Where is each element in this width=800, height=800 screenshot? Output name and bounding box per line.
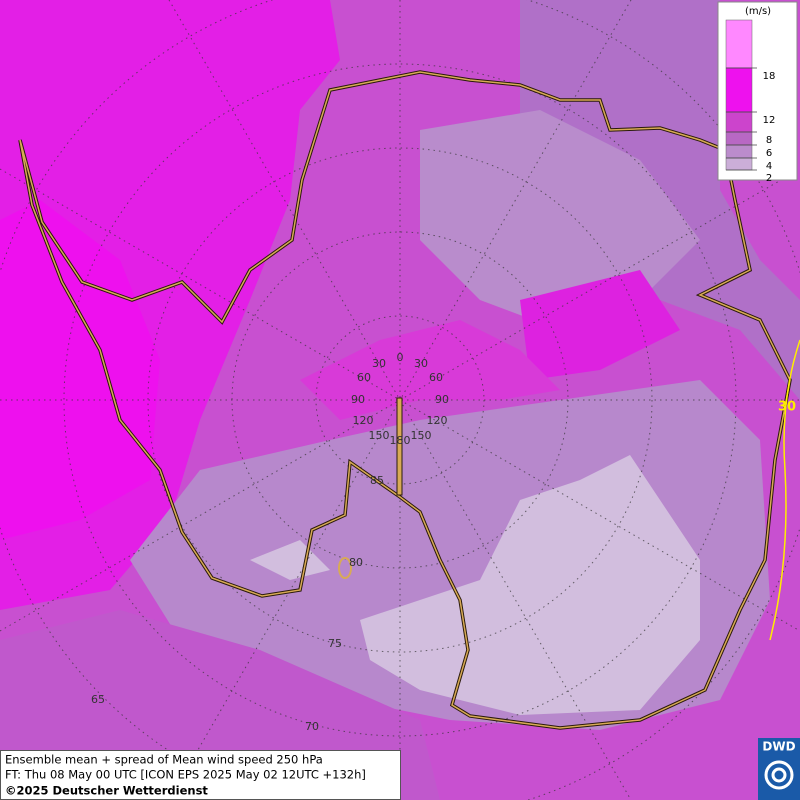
legend-tick-label: 2 bbox=[766, 173, 772, 184]
latitude-label: 80 bbox=[349, 556, 363, 569]
latitude-label: 75 bbox=[328, 637, 342, 650]
legend-tick-label: 12 bbox=[763, 115, 776, 126]
longitude-label: 150 bbox=[411, 429, 432, 442]
longitude-labels: 0 30 60 90 120 150 30 60 90 120 150 180 bbox=[351, 351, 449, 447]
legend-tick-label: 6 bbox=[766, 148, 772, 159]
pole-bar bbox=[396, 397, 403, 496]
legend: (m/s) 18 12 8 6 42 bbox=[717, 1, 798, 184]
caption-line: FT: Thu 08 May 00 UTC [ICON EPS 2025 May… bbox=[5, 768, 366, 782]
longitude-label: 60 bbox=[429, 371, 443, 384]
field-strongest bbox=[0, 200, 160, 540]
coastline bbox=[19, 71, 791, 729]
longitude-label: 0 bbox=[397, 351, 404, 364]
caption-line: Ensemble mean + spread of Mean wind spee… bbox=[5, 753, 323, 767]
legend-tick-label: 18 bbox=[763, 71, 776, 82]
caption-box bbox=[0, 750, 401, 800]
contour-line bbox=[769, 339, 800, 641]
longitude-label: 120 bbox=[427, 414, 448, 427]
longitude-label: 120 bbox=[353, 414, 374, 427]
logo-icon bbox=[771, 767, 787, 783]
logo-text: DWD bbox=[762, 740, 795, 754]
longitude-label: 90 bbox=[351, 393, 365, 406]
longitude-label: 180 bbox=[390, 434, 411, 447]
field-strong bbox=[520, 270, 680, 380]
legend-swatch bbox=[725, 144, 753, 159]
latitude-label: 85 bbox=[370, 474, 384, 487]
legend-swatch bbox=[725, 67, 753, 113]
longitude-label: 30 bbox=[414, 357, 428, 370]
latitude-label: 65 bbox=[91, 693, 105, 706]
island bbox=[338, 557, 352, 579]
field-strong bbox=[300, 320, 560, 420]
legend-swatch bbox=[725, 157, 753, 171]
field-lowest bbox=[360, 455, 700, 715]
contour-label: 30 bbox=[778, 400, 796, 415]
legend-swatch bbox=[725, 19, 753, 69]
longitude-label: 90 bbox=[435, 393, 449, 406]
caption: Ensemble mean + spread of Mean wind spee… bbox=[0, 750, 401, 800]
legend-tick-label: 4 bbox=[766, 161, 772, 172]
logo-icon bbox=[764, 760, 794, 790]
legend-swatch bbox=[725, 111, 753, 133]
caption-line: ©2025 Deutscher Wetterdienst bbox=[5, 784, 208, 798]
longitude-label: 150 bbox=[369, 429, 390, 442]
latitude-label: 70 bbox=[305, 720, 319, 733]
longitude-label: 30 bbox=[372, 357, 386, 370]
longitude-label: 60 bbox=[357, 371, 371, 384]
logo: DWD bbox=[758, 738, 800, 800]
legend-tick-label: 8 bbox=[766, 135, 772, 146]
field-lowest bbox=[250, 540, 330, 580]
legend-unit: (m/s) bbox=[745, 6, 771, 17]
legend-swatch bbox=[725, 131, 753, 146]
